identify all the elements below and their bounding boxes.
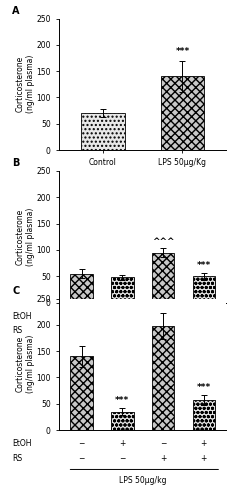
Text: −: − <box>119 454 125 462</box>
Text: ***: *** <box>115 396 129 406</box>
Bar <box>111 278 133 302</box>
Text: +: + <box>200 439 206 448</box>
Bar <box>160 76 204 150</box>
Text: LPS 50μg/kg: LPS 50μg/kg <box>119 476 166 485</box>
Bar <box>151 326 173 430</box>
Text: +: + <box>159 326 166 335</box>
Bar <box>111 412 133 430</box>
Bar <box>70 274 92 302</box>
Text: +: + <box>200 454 206 462</box>
Text: C: C <box>12 286 20 296</box>
Text: +: + <box>200 326 206 335</box>
Bar <box>70 356 92 430</box>
Text: −: − <box>78 454 84 462</box>
Text: ***: *** <box>175 48 189 56</box>
Text: EtOH: EtOH <box>12 439 32 448</box>
Text: ***: *** <box>196 383 210 392</box>
Text: ***: *** <box>196 261 210 270</box>
Y-axis label: Corticosterone
(ng/ml plasma): Corticosterone (ng/ml plasma) <box>15 55 35 114</box>
Text: −: − <box>119 326 125 335</box>
Bar <box>192 276 214 302</box>
Text: EtOH: EtOH <box>12 312 32 320</box>
Bar <box>151 252 173 302</box>
Text: +: + <box>119 439 125 448</box>
Y-axis label: Corticosterone
(ng/ml plasma): Corticosterone (ng/ml plasma) <box>15 335 35 394</box>
Text: +: + <box>119 312 125 320</box>
Text: A: A <box>12 6 20 16</box>
Text: RS: RS <box>12 326 22 335</box>
Text: +: + <box>200 312 206 320</box>
Text: −: − <box>78 439 84 448</box>
Bar <box>192 400 214 430</box>
Text: −: − <box>78 326 84 335</box>
Text: ^^^: ^^^ <box>151 236 173 246</box>
Y-axis label: Corticosterone
(ng/ml plasma): Corticosterone (ng/ml plasma) <box>15 208 35 266</box>
Bar <box>81 113 124 150</box>
Text: −: − <box>159 312 166 320</box>
Text: RS: RS <box>12 454 22 462</box>
Text: −: − <box>78 312 84 320</box>
Text: −: − <box>159 439 166 448</box>
Text: +: + <box>159 454 166 462</box>
Text: B: B <box>12 158 20 168</box>
